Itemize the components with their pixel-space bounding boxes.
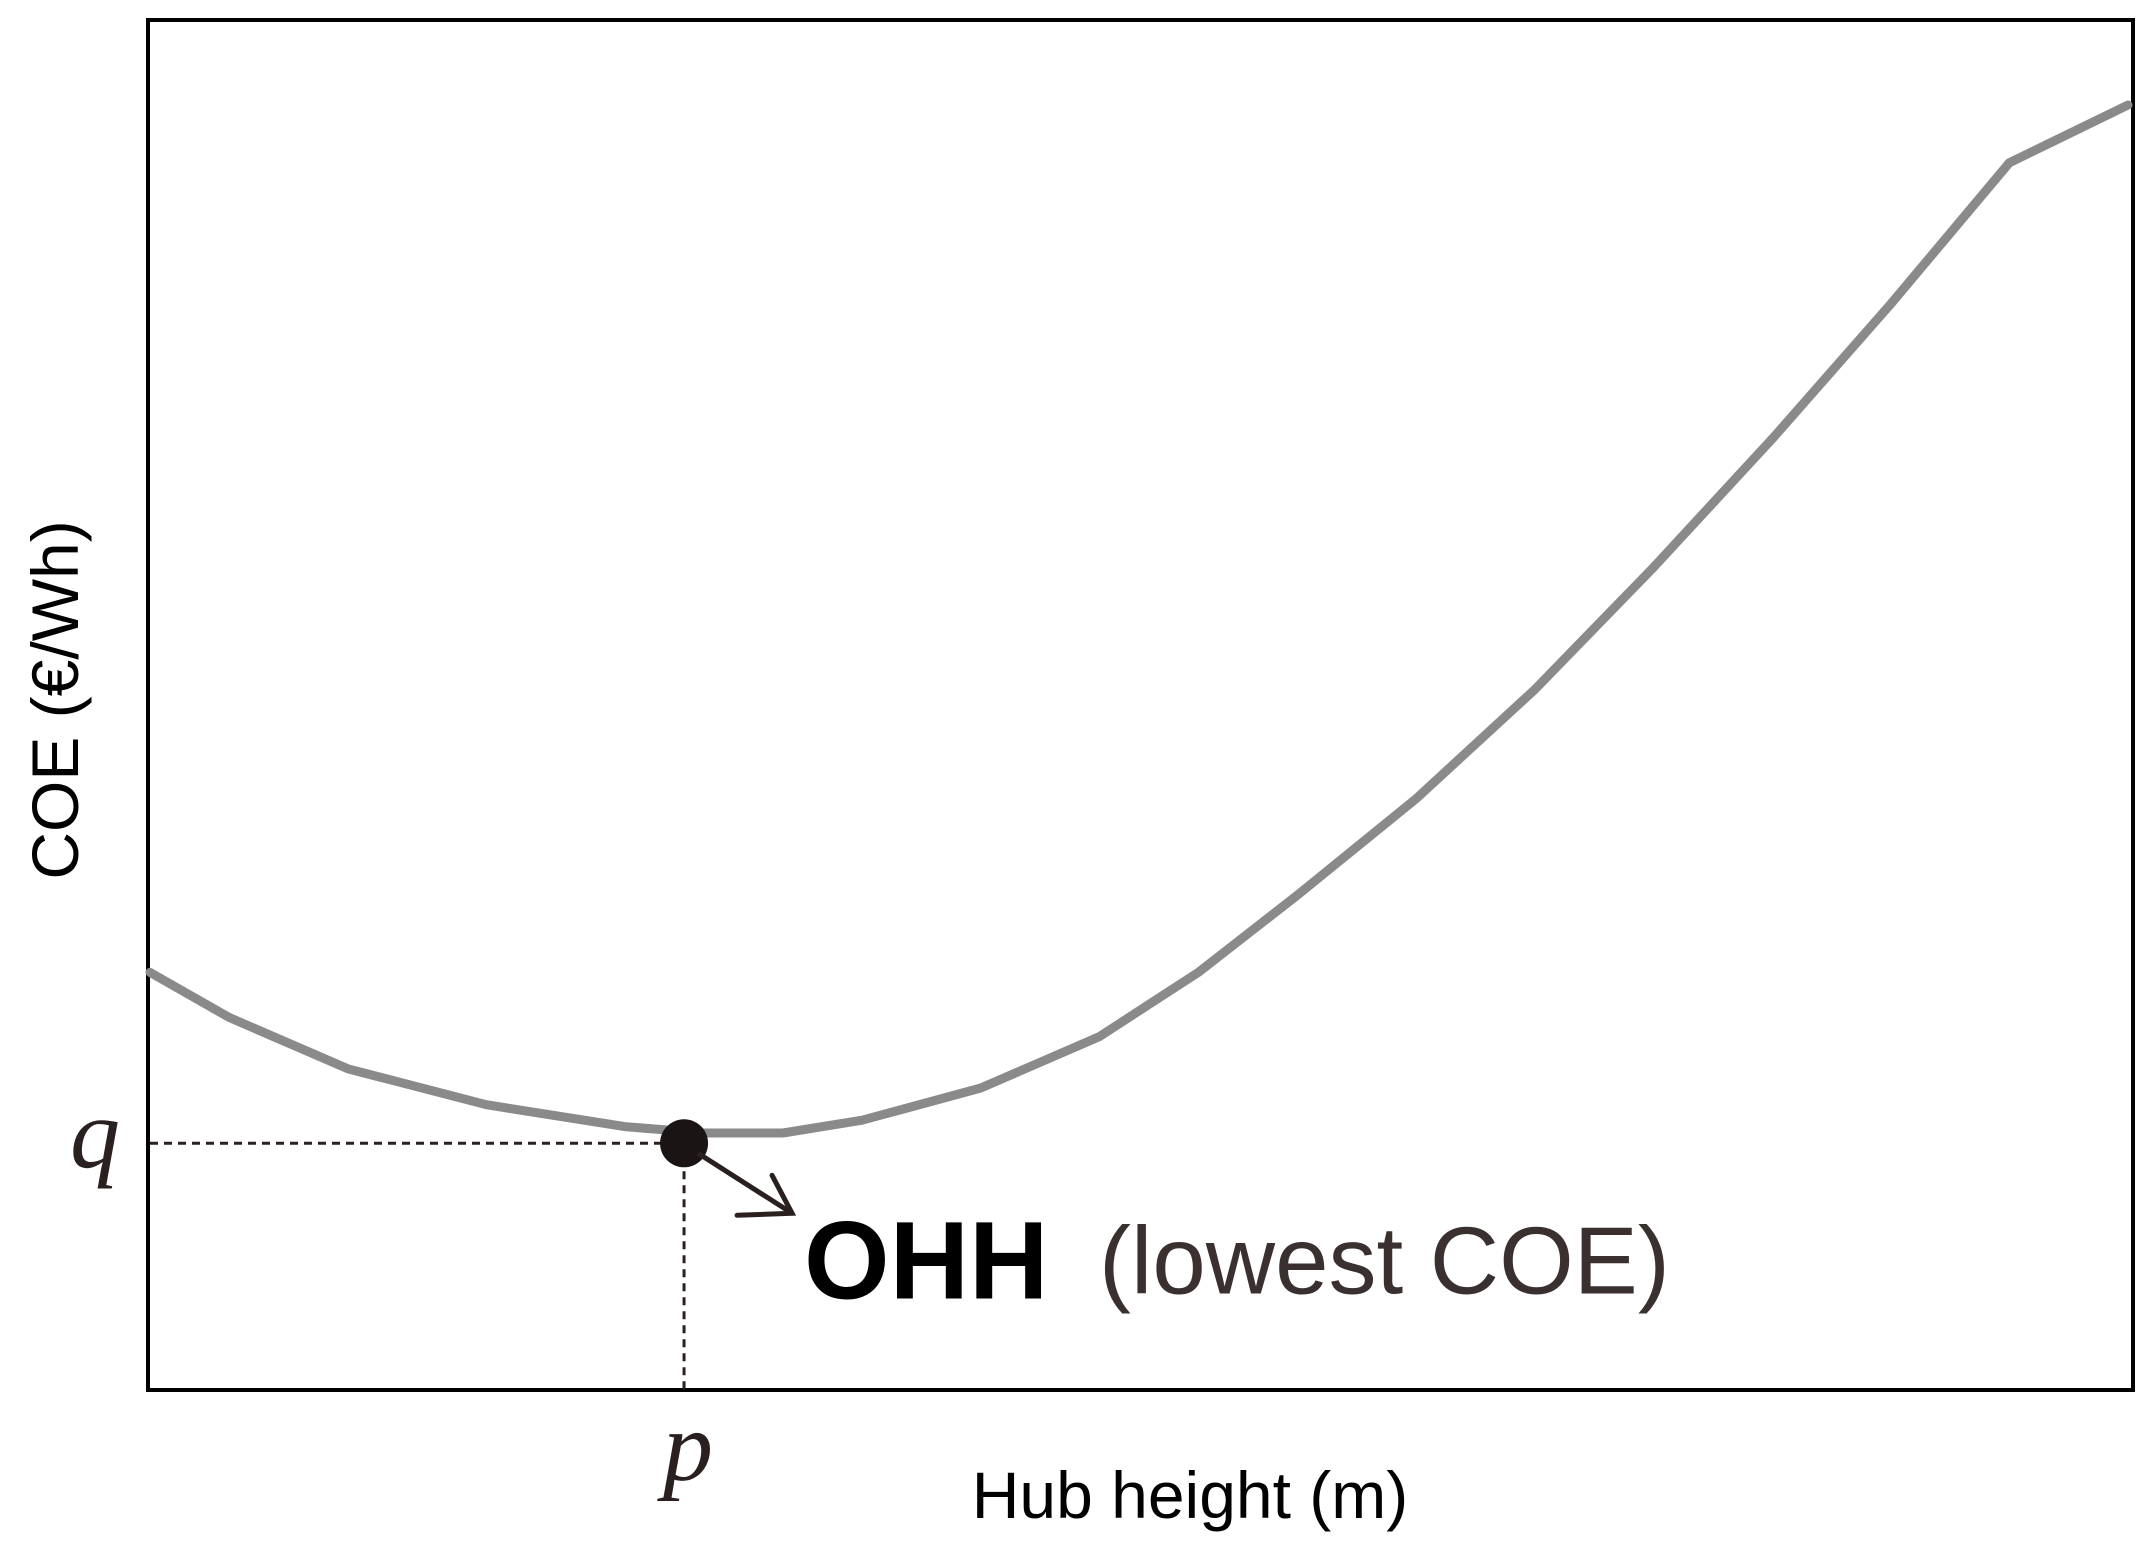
y-tick-label-q: q xyxy=(70,1078,120,1189)
annotation-lowest-coe-label: (lowest COE) xyxy=(1099,1207,1670,1314)
y-axis-label: COE (€/Wh) xyxy=(18,520,92,879)
annotation-arrowhead xyxy=(734,1172,797,1218)
annotation-arrow xyxy=(696,1151,794,1216)
annotation-ohh-label: OHH xyxy=(804,1199,1048,1322)
optimum-point-marker xyxy=(660,1119,709,1168)
plot-frame xyxy=(146,18,2135,1392)
coe-curve xyxy=(145,100,2133,1138)
x-tick-label-p: p xyxy=(657,1391,713,1502)
x-axis-label: Hub height (m) xyxy=(972,1458,1409,1532)
